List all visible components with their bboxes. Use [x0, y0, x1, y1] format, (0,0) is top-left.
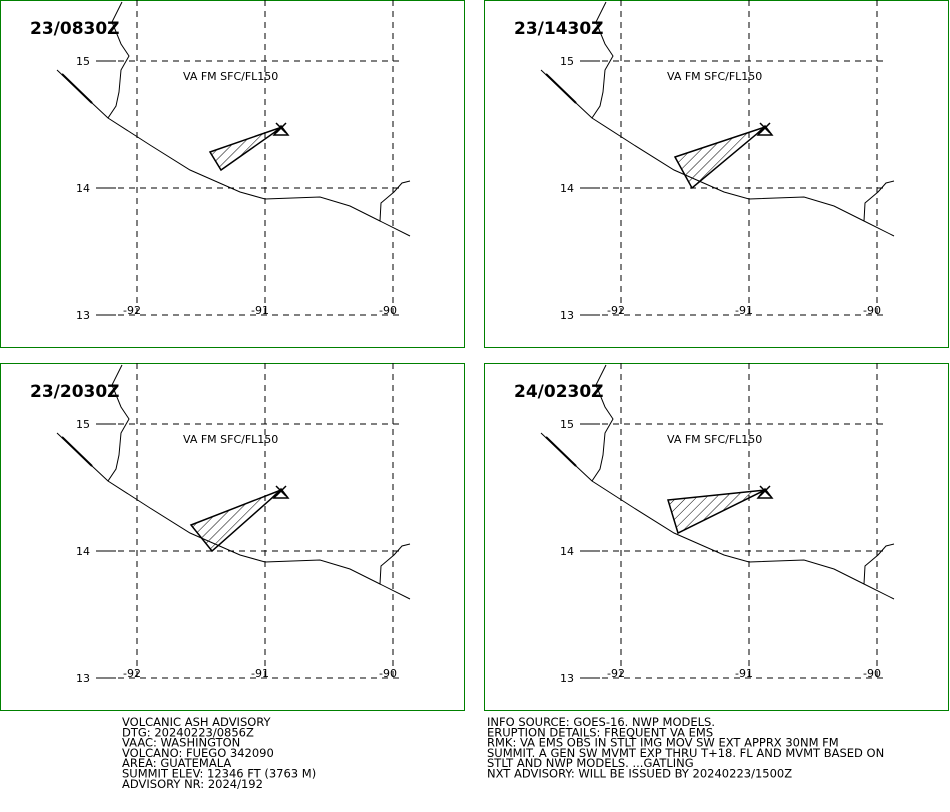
advisory-line: VAAC: WASHINGTON: [122, 736, 240, 750]
volcano-marker: [272, 485, 290, 499]
volcano-marker: [272, 122, 290, 136]
lat-label: 13: [560, 309, 574, 322]
valid-time: 23/0830Z: [30, 19, 120, 39]
lat-label: 15: [560, 418, 574, 431]
lon-label: -90: [863, 304, 881, 317]
lon-label: -91: [251, 667, 269, 680]
advisory-line: STLT AND NWP MODELS. ...GATLING: [487, 756, 694, 770]
lat-label: 13: [560, 672, 574, 685]
advisory-line: DTG: 20240223/0856Z: [122, 725, 254, 739]
lat-label: 14: [560, 545, 574, 558]
map-panel: 24/0230Z VA FM SFC/FL150 15 14 13 -92 -91 -90: [484, 363, 949, 711]
advisory-line: SUMMIT. A GEN SW MVMT EXP THRU T+18. FL …: [487, 746, 884, 760]
lat-label: 14: [560, 182, 574, 195]
panel-border: [0, 363, 465, 711]
border-line: [61, 73, 93, 104]
advisory-line: VOLCANIC ASH ADVISORY: [122, 715, 272, 729]
map-panel: 23/0830Z VA FM SFC/FL150 15 14 13 -92 -91 -90: [0, 0, 465, 348]
lon-label: -91: [251, 304, 269, 317]
advisory-line: AREA: GUATEMALA: [122, 756, 231, 770]
ash-area: [208, 126, 283, 172]
advisory-line: NXT ADVISORY: WILL BE ISSUED BY 20240223…: [487, 767, 792, 781]
advisory-line: ERUPTION DETAILS: FREQUENT VA EMS: [487, 725, 713, 739]
ash-label: VA FM SFC/FL150: [667, 433, 762, 446]
ash-label: VA FM SFC/FL150: [667, 70, 762, 83]
panel-border: [0, 0, 465, 348]
lon-label: -90: [863, 667, 881, 680]
volcano-marker: [756, 122, 774, 136]
lon-label: -92: [607, 667, 625, 680]
lon-label: -90: [379, 304, 397, 317]
advisory-line: INFO SOURCE: GOES-16. NWP MODELS.: [487, 715, 715, 729]
lat-label: 14: [76, 182, 90, 195]
border-line: [61, 436, 93, 467]
valid-time: 23/1430Z: [514, 19, 604, 39]
valid-time: 23/2030Z: [30, 382, 120, 402]
lon-label: -91: [735, 667, 753, 680]
lon-label: -92: [123, 304, 141, 317]
advisory-line: RMK: VA EMS OBS IN STLT IMG MOV SW EXT A…: [487, 736, 839, 750]
lat-label: 15: [560, 55, 574, 68]
map-panel: 23/1430Z VA FM SFC/FL150 15 14 13 -92 -91 -90: [484, 0, 949, 348]
ash-area: [673, 126, 766, 190]
lon-label: -90: [379, 667, 397, 680]
valid-time: 24/0230Z: [514, 382, 604, 402]
lon-label: -92: [607, 304, 625, 317]
lat-label: 15: [76, 418, 90, 431]
lat-label: 15: [76, 55, 90, 68]
ash-label: VA FM SFC/FL150: [183, 70, 278, 83]
lon-label: -92: [123, 667, 141, 680]
lat-label: 14: [76, 545, 90, 558]
panel-border: [484, 0, 949, 348]
advisory-line: SUMMIT ELEV: 12346 FT (3763 M): [122, 767, 316, 781]
ash-area: [667, 489, 766, 535]
border-line: [545, 73, 577, 104]
border-line: [545, 436, 577, 467]
ash-area: [189, 489, 282, 553]
map-panel: 23/2030Z VA FM SFC/FL150 15 14 13 -92 -91 -90: [0, 363, 465, 711]
panel-border: [484, 363, 949, 711]
ash-label: VA FM SFC/FL150: [183, 433, 278, 446]
lat-label: 13: [76, 309, 90, 322]
lat-label: 13: [76, 672, 90, 685]
volcano-marker: [756, 485, 774, 499]
lon-label: -91: [735, 304, 753, 317]
advisory-line: VOLCANO: FUEGO 342090: [122, 746, 274, 760]
advisory-line: ADVISORY NR: 2024/192: [122, 777, 263, 791]
